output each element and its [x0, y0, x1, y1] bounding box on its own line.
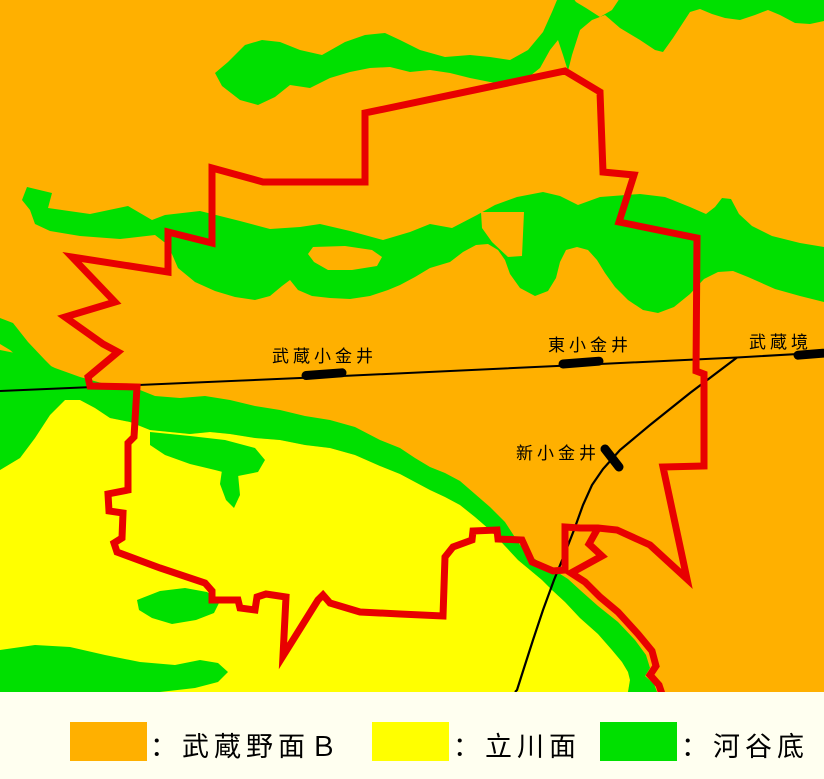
koganei-city-boundary: [57, 67, 708, 670]
koganei-city-boundary-southeast: [564, 526, 666, 692]
legend-label-tachikawa: ：立川面: [453, 732, 581, 762]
station-mark-musashi-koganei: [301, 368, 347, 380]
green-patch-in-tachikawa: [137, 588, 220, 624]
terrain-map: 武蔵小金井 東小金井 武蔵境 新小金井: [0, 0, 824, 692]
bottom-left-valley-band: [0, 645, 228, 692]
legend-label-musashino-b: ：武蔵野面Ｂ: [150, 732, 342, 762]
middle-band-orange-island: [308, 246, 382, 270]
station-label-higashi-koganei: 東小金井: [548, 336, 632, 355]
legend-label-kakokutei: ：河谷底: [681, 732, 809, 762]
valley-tongue: [220, 470, 240, 508]
station-mark-higashi-koganei: [558, 356, 604, 369]
river-valley-top-band: [215, 0, 824, 105]
valley-lobe: [150, 432, 265, 476]
top-band-orange-notch: [574, 0, 619, 17]
station-label-shin-koganei: 新小金井: [516, 444, 600, 463]
legend-swatch-kakokutei: [600, 722, 677, 761]
river-valley-lower-band: [0, 350, 657, 692]
legend-swatch-tachikawa: [372, 722, 449, 761]
middle-band-orange-bay: [481, 212, 524, 257]
legend-swatch-musashino-b: [70, 722, 147, 761]
station-label-musashi-koganei: 武蔵小金井: [272, 347, 377, 366]
station-mark-shin-koganei: [600, 444, 624, 472]
station-mark-musashi-sakai: [793, 348, 824, 360]
station-label-musashi-sakai: 武蔵境: [749, 333, 812, 352]
legend: ：武蔵野面Ｂ ：立川面 ：河谷底: [0, 692, 824, 779]
